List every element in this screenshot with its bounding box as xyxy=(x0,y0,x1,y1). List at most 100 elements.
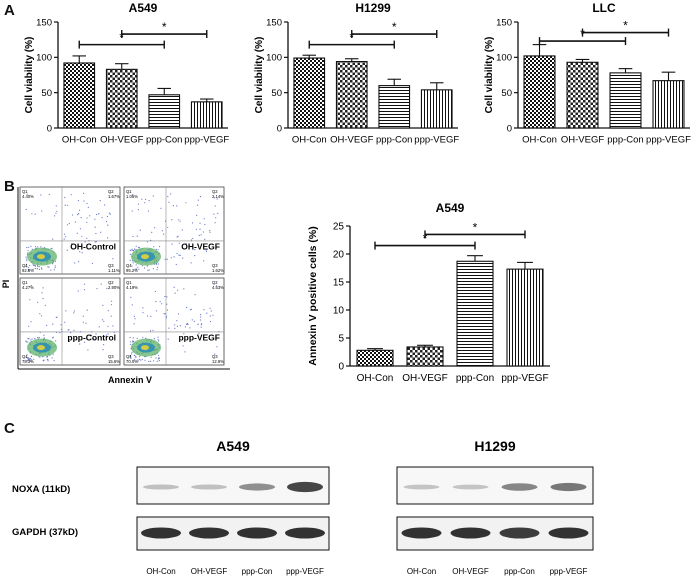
flow-dot xyxy=(178,219,180,221)
flow-dot xyxy=(195,228,197,230)
flow-dot xyxy=(190,308,192,310)
flow-dot xyxy=(200,316,202,318)
flow-dot xyxy=(38,266,40,268)
flow-dot xyxy=(179,220,181,222)
flow-dot xyxy=(140,359,142,361)
flow-dot xyxy=(132,262,134,264)
bar xyxy=(190,101,223,129)
flow-dot xyxy=(87,206,89,208)
flow-dot xyxy=(61,330,63,333)
flow-sample-label: ppp-Control xyxy=(67,333,116,343)
bar xyxy=(148,94,181,129)
blot-band-noxa xyxy=(191,484,227,490)
quadrant-label: Q1 xyxy=(22,189,28,194)
flow-dot xyxy=(167,195,169,198)
flow-dot xyxy=(137,209,139,211)
flow-dot xyxy=(96,213,98,216)
flow-dot xyxy=(171,243,173,245)
flow-dot xyxy=(34,268,36,270)
flow-cytometry-panel: Annexin VPIQ14.40%Q21.67%Q492.8%Q31.11%O… xyxy=(1,186,230,385)
flow-dot xyxy=(131,210,133,212)
flow-dot xyxy=(54,267,56,269)
flow-dot xyxy=(138,247,140,249)
flow-dot xyxy=(133,340,135,342)
flow-dot xyxy=(27,269,29,271)
flow-dot xyxy=(155,357,157,359)
flow-dot xyxy=(52,238,54,240)
flow-dot xyxy=(197,199,199,201)
flow-dot xyxy=(158,340,160,342)
bar xyxy=(406,346,444,367)
quadrant-value: 70.0% xyxy=(126,359,138,364)
quadrant-label: Q2 xyxy=(212,280,218,285)
flow-dot xyxy=(157,266,159,268)
flow-dot xyxy=(29,359,31,361)
quadrant-value: 4.40% xyxy=(22,194,34,199)
flow-dot xyxy=(135,245,137,247)
flow-dot xyxy=(71,243,73,245)
flow-dot xyxy=(27,359,29,362)
flow-dot xyxy=(30,321,32,323)
flow-dot xyxy=(166,296,168,298)
flow-dot xyxy=(209,320,212,323)
flow-dot xyxy=(85,322,87,324)
y-tick-label: 15 xyxy=(333,278,345,289)
flow-dot xyxy=(149,360,152,362)
flow-dot xyxy=(30,355,33,357)
flow-dot xyxy=(203,218,205,220)
blot-band-gapdh xyxy=(401,527,442,539)
flow-dot xyxy=(25,208,27,211)
flow-dot xyxy=(86,309,88,311)
flow-dot xyxy=(158,357,160,359)
flow-dot xyxy=(86,221,88,223)
flow-dot xyxy=(155,301,157,303)
flow-dot xyxy=(41,268,43,270)
flow-dot xyxy=(130,296,132,298)
flow-dot xyxy=(108,212,110,214)
flow-dot xyxy=(198,234,200,237)
flow-dot xyxy=(92,338,94,340)
flow-dot xyxy=(86,237,88,239)
flow-dot xyxy=(203,260,205,262)
flow-dot xyxy=(189,327,191,329)
flow-dot xyxy=(77,290,79,292)
flow-dot xyxy=(47,266,49,268)
x-tick-label: ppp-Con xyxy=(456,373,494,384)
flow-dot xyxy=(185,202,187,204)
x-tick-label: OH-VEGF xyxy=(100,135,143,146)
flow-dot xyxy=(165,317,167,319)
quadrant-value: 4.53% xyxy=(212,285,224,290)
blot-band-noxa xyxy=(403,484,440,490)
flow-dot xyxy=(158,360,160,362)
flow-dot xyxy=(25,266,27,268)
flow-dot xyxy=(105,334,107,336)
flow-dot xyxy=(111,300,113,302)
flow-dot xyxy=(177,235,179,237)
flow-dot xyxy=(129,355,131,357)
flow-dot xyxy=(26,258,28,260)
flow-dot xyxy=(74,221,76,223)
flow-dot xyxy=(144,202,146,204)
blot-band-gapdh xyxy=(499,527,540,539)
flow-dot xyxy=(152,268,154,270)
flow-dot xyxy=(137,266,139,268)
flow-dot xyxy=(174,324,176,326)
blot-band-gapdh xyxy=(141,527,181,539)
flow-dot xyxy=(129,253,131,255)
flow-dot xyxy=(37,265,39,267)
flow-dot xyxy=(142,307,144,309)
flow-dot xyxy=(199,228,201,230)
quadrant-value: 12.9% xyxy=(212,359,224,364)
bar-chart-llc-viability: LLC Cell viability (%) 0 50 100 150 OH-Con OH-V… xyxy=(484,1,691,146)
quadrant-label: Q1 xyxy=(126,189,132,194)
flow-dot xyxy=(107,310,109,312)
flow-dot xyxy=(144,359,146,361)
flow-dot xyxy=(73,329,75,331)
flow-dot xyxy=(145,337,147,339)
flow-dot xyxy=(78,261,80,263)
flow-dot xyxy=(27,341,29,343)
flow-dot xyxy=(173,256,175,258)
flow-dot xyxy=(142,312,144,314)
flow-dot xyxy=(141,198,143,200)
flow-dot xyxy=(166,303,168,305)
